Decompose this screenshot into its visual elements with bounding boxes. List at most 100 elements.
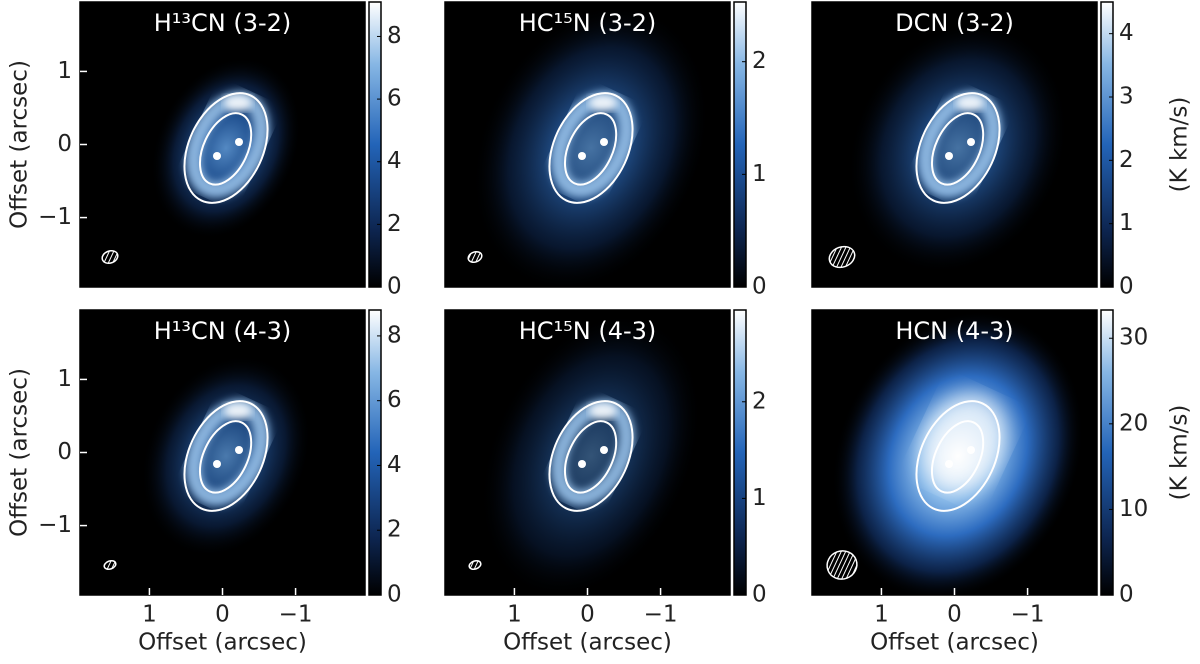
y-tick-label: 0 xyxy=(57,131,72,157)
colorbar-tick-label: 6 xyxy=(387,387,402,413)
colorbar-tick-label: 8 xyxy=(387,322,402,348)
emission-map xyxy=(445,310,730,595)
colorbar xyxy=(368,309,382,596)
y-axis-label: Offset (arcsec) xyxy=(7,60,33,229)
colorbar-tick-label: 6 xyxy=(387,86,402,112)
colorbar-tick-label: 8 xyxy=(387,23,402,49)
colorbar-tick-label: 0 xyxy=(387,274,402,300)
colorbar-label: (K km/s) xyxy=(1167,405,1193,501)
emission-glow xyxy=(848,22,1068,274)
ring-inner xyxy=(198,112,253,186)
colorbar xyxy=(368,1,382,288)
star xyxy=(235,138,243,146)
beam xyxy=(826,550,858,580)
emission-map xyxy=(80,310,365,595)
colorbar-tick-label: 2 xyxy=(1119,147,1134,173)
y-tick-label: −1 xyxy=(38,512,72,538)
star xyxy=(967,138,975,146)
star xyxy=(945,152,953,160)
colorbar-tick-label: 2 xyxy=(387,211,402,237)
star xyxy=(213,152,221,160)
panel: HC¹⁵N (3-2) 0 1 2 xyxy=(444,1,767,300)
panel-title: HC¹⁵N (3-2) xyxy=(519,9,657,37)
colorbar-tick-label: 0 xyxy=(1119,582,1134,608)
emission-glow xyxy=(472,4,710,287)
x-tick-label: 0 xyxy=(580,602,595,628)
colorbar-tick-label: 1 xyxy=(752,485,767,511)
panel-title: HC¹⁵N (4-3) xyxy=(519,317,657,345)
beam xyxy=(467,250,483,264)
y-axis-label: Offset (arcsec) xyxy=(7,368,33,537)
emission-map xyxy=(445,2,730,287)
colorbar-tick-label: 2 xyxy=(387,517,402,543)
colorbar-tick-label: 0 xyxy=(1119,274,1134,300)
x-tick-label: 1 xyxy=(142,602,157,628)
ring-inner xyxy=(563,112,618,186)
ring-outer xyxy=(915,400,1001,512)
x-tick-label: −1 xyxy=(1011,602,1045,628)
star xyxy=(578,152,586,160)
emission-glow xyxy=(140,355,312,557)
colorbar-tick-label: 1 xyxy=(752,161,767,187)
ring-inner xyxy=(930,420,985,494)
y-tick-label: 1 xyxy=(57,366,72,392)
emission-peak xyxy=(224,403,252,419)
panel-frame xyxy=(444,1,731,288)
ring-inner xyxy=(198,420,253,494)
star xyxy=(945,460,953,468)
panel-frame xyxy=(811,1,1098,288)
star xyxy=(600,446,608,454)
colorbar-tick-label: 4 xyxy=(387,452,402,478)
x-tick-label: 1 xyxy=(874,602,889,628)
panel: DCN (3-2) 0 1 2 3 4 (K km/s) xyxy=(811,1,1193,300)
x-tick-label: 1 xyxy=(507,602,522,628)
emission-map xyxy=(812,310,1097,595)
y-tick-label: 0 xyxy=(57,439,72,465)
emission-peak xyxy=(224,95,252,111)
x-tick-label: 0 xyxy=(215,602,230,628)
x-tick-label: −1 xyxy=(279,602,313,628)
y-tick-label: 1 xyxy=(57,58,72,84)
colorbar-tick-label: 4 xyxy=(1119,20,1134,46)
star xyxy=(213,460,221,468)
star xyxy=(967,446,975,454)
x-axis-label: Offset (arcsec) xyxy=(870,630,1039,656)
colorbar xyxy=(1100,309,1114,596)
ring-outer xyxy=(183,92,269,204)
colorbar-tick-label: 0 xyxy=(752,274,767,300)
beam xyxy=(101,249,119,265)
ring-inner xyxy=(563,420,618,494)
ring-inner xyxy=(930,112,985,186)
star xyxy=(600,138,608,146)
emission-peak xyxy=(589,403,617,419)
y-tick-label: −1 xyxy=(38,204,72,230)
star xyxy=(578,460,586,468)
ring-outer xyxy=(548,400,634,512)
panel-title: H¹³CN (3-2) xyxy=(154,9,292,37)
ring-outer xyxy=(183,400,269,512)
colorbar-tick-label: 10 xyxy=(1119,496,1148,522)
emission-map xyxy=(80,2,365,287)
colorbar-tick-label: 30 xyxy=(1119,325,1148,351)
emission-peak xyxy=(956,95,984,111)
colorbar-tick-label: 0 xyxy=(752,582,767,608)
colorbar-tick-label: 2 xyxy=(752,388,767,414)
star xyxy=(235,446,243,454)
panel-title: DCN (3-2) xyxy=(895,9,1014,37)
colorbar-tick-label: 20 xyxy=(1119,410,1148,436)
x-tick-label: 0 xyxy=(947,602,962,628)
colorbar-tick-label: 1 xyxy=(1119,210,1134,236)
colorbar xyxy=(1100,1,1114,288)
ring-outer xyxy=(548,92,634,204)
x-tick-label: −1 xyxy=(644,602,678,628)
colorbar-tick-label: 0 xyxy=(387,582,402,608)
emission-map xyxy=(812,2,1097,287)
panel-title: HCN (4-3) xyxy=(895,317,1013,345)
panel-title: H¹³CN (4-3) xyxy=(154,317,292,345)
emission-core xyxy=(922,394,1007,491)
